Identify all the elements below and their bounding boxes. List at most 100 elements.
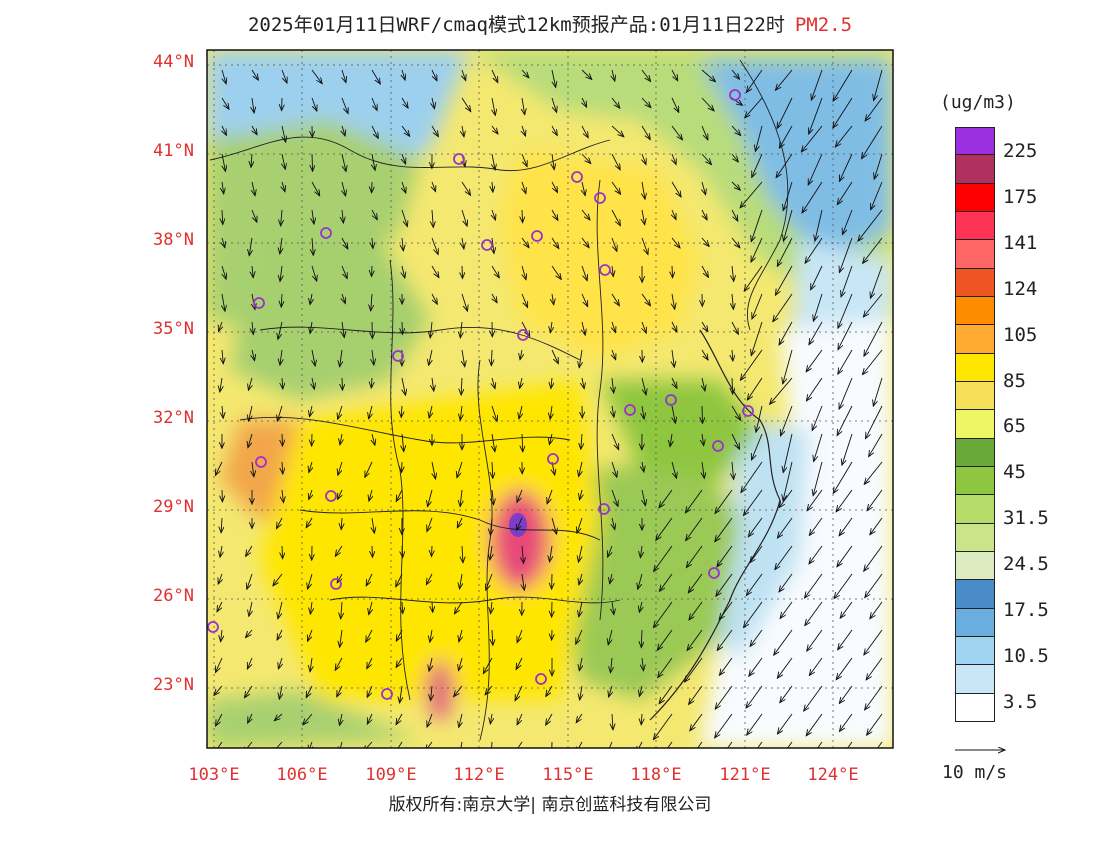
wind-arrow [642,657,644,671]
wind-arrow [522,125,526,136]
wind-arrow [779,321,793,345]
wind-arrow [369,405,372,419]
wind-arrow [702,181,706,195]
lat-label: 38°N [153,230,194,250]
wind-arrow [580,685,582,700]
wind-arrow [552,125,557,136]
wind-arrow [396,629,403,641]
wind-arrow [490,713,492,724]
wind-arrow [245,685,253,698]
wind-arrow [839,685,853,704]
wind-arrow [396,489,403,502]
wind-arrow [671,181,681,197]
wind-arrow [460,573,463,589]
wind-arrow [491,265,499,278]
colorbar-swatch [955,466,995,496]
wind-arrow [550,405,552,419]
wind-arrow [870,265,883,298]
wind-arrow [310,405,313,417]
wind-arrow [727,741,733,748]
wind-arrow [402,153,406,164]
wind-arrow [751,237,763,262]
colorbar-unit: (ug/m3) [940,92,1016,113]
colorbar [955,127,995,722]
wind-arrow [672,321,677,332]
wind-arrow [811,265,823,290]
wind-arrow [639,601,642,612]
wind-arrow [280,237,282,254]
colorbar-swatch [955,438,995,467]
wind-arrow [744,601,763,628]
wind-arrow [869,433,883,457]
wind-arrow [246,629,253,638]
wind-arrow [746,685,763,708]
wind-arrow [873,377,883,406]
vector-scale-label: 10 m/s [942,762,1008,783]
wind-arrow [372,545,373,557]
wind-arrow [839,377,853,409]
colorbar-swatch [955,268,995,297]
wind-arrow [642,209,645,225]
wind-arrow [806,377,823,401]
wind-arrow [282,461,283,474]
wind-arrow [221,629,222,642]
wind-arrow [522,573,524,590]
wind-arrow [312,349,315,366]
wind-arrow [251,69,258,80]
wind-arrow [341,601,342,619]
wind-arrow [491,349,492,366]
wind-arrow [787,741,793,748]
wind-arrow [367,713,373,724]
wind-arrow [653,713,673,740]
wind-arrow [874,69,883,101]
wind-arrow [281,293,282,307]
wind-arrow [777,237,793,266]
wind-arrow [462,237,464,249]
lat-label: 32°N [153,408,194,428]
wind-arrow [806,713,823,736]
wind-arrow [689,685,703,704]
wind-arrow [492,433,495,452]
wind-arrow [248,377,252,390]
colorbar-label: 175 [1003,186,1038,208]
wind-arrow [371,377,372,388]
wind-arrow [611,433,619,450]
wind-arrow [277,517,283,529]
wind-arrow [688,573,703,593]
wind-arrow [280,349,282,365]
wind-arrow [817,741,823,748]
wind-arrow [642,153,646,165]
wind-arrow [341,97,348,114]
wind-arrow [340,629,342,647]
wind-arrow [672,153,676,165]
wind-arrow [311,265,317,281]
wind-arrow [870,601,883,619]
wind-arrow [814,433,823,462]
wind-arrow [740,181,763,208]
wind-arrow [278,657,282,669]
wind-arrow [672,293,675,309]
wind-arrow [309,461,312,473]
wind-arrow [608,545,612,557]
wind-arrow [775,545,793,570]
wind-arrow [520,377,522,388]
wind-arrow [659,573,673,591]
wind-arrow [672,265,673,278]
wind-arrow [612,601,614,615]
wind-arrow [866,657,883,680]
wind-arrow [670,433,672,447]
colorbar-label: 24.5 [1003,553,1049,575]
wind-arrow [690,713,703,731]
wind-arrow [462,125,464,137]
wind-arrow [492,97,495,115]
wind-arrow [611,153,620,170]
wind-arrow [841,265,853,297]
wind-arrow [642,461,644,472]
wind-arrow [752,433,763,460]
wind-arrow [426,573,433,585]
wind-arrow [686,517,703,541]
lat-label: 35°N [153,319,194,339]
wind-arrow [402,433,404,452]
wind-arrow [342,321,344,338]
wind-arrow [871,181,883,210]
